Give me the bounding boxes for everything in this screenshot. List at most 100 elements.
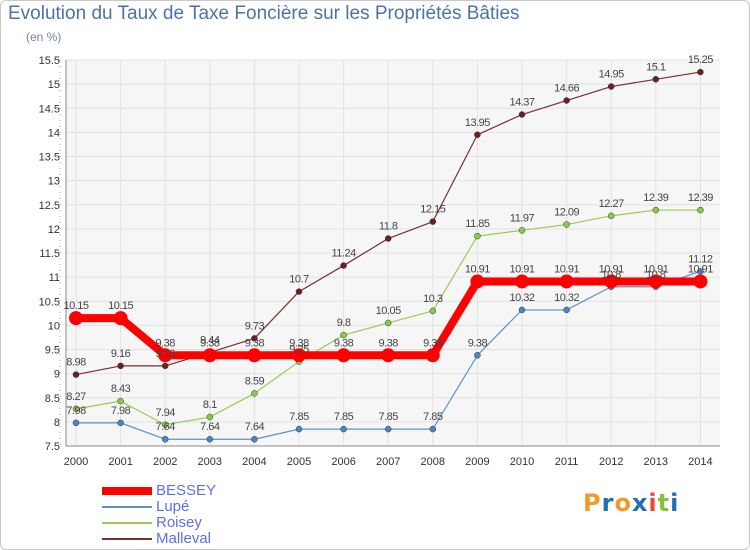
data-label-malleval: 9.16 bbox=[111, 348, 131, 360]
data-point-bessey bbox=[425, 348, 440, 363]
data-label-bessey: 10.15 bbox=[63, 300, 88, 312]
data-label-bessey: 9.38 bbox=[155, 337, 175, 349]
x-tick-label: 2002 bbox=[153, 456, 177, 468]
data-label-bessey: 9.38 bbox=[200, 337, 220, 349]
data-label-bessey: 9.38 bbox=[289, 337, 309, 349]
x-tick-label: 2007 bbox=[376, 456, 400, 468]
data-point-roisey bbox=[429, 307, 437, 315]
chart-subtitle: (en %) bbox=[26, 30, 62, 44]
data-point-roisey bbox=[563, 221, 570, 228]
data-label-malleval: 15.1 bbox=[646, 61, 666, 73]
data-point-bessey bbox=[292, 348, 306, 363]
data-point-roisey bbox=[607, 212, 615, 220]
data-point-bessey bbox=[515, 274, 529, 289]
data-point-malleval bbox=[429, 218, 437, 225]
legend-item-roisey: Roisey bbox=[102, 514, 262, 531]
data-point-bessey bbox=[336, 348, 351, 363]
proxiti-logo: Proxiti bbox=[583, 489, 679, 517]
x-tick-label: 2008 bbox=[421, 456, 445, 468]
data-point-lup bbox=[474, 352, 481, 359]
legend-swatch bbox=[102, 506, 152, 508]
data-point-bessey bbox=[69, 311, 83, 326]
y-tick-label: 12 bbox=[48, 224, 60, 236]
data-label-malleval: 11.8 bbox=[379, 221, 398, 233]
y-tick-label: 15.5 bbox=[39, 55, 60, 67]
y-tick-label: 10 bbox=[48, 320, 60, 332]
data-label-bessey: 10.91 bbox=[465, 263, 490, 275]
data-label-bessey: 9.38 bbox=[423, 337, 443, 349]
data-point-roisey bbox=[518, 227, 526, 234]
y-tick-label: 8.5 bbox=[45, 393, 60, 405]
data-label-roisey: 8.59 bbox=[245, 375, 265, 387]
data-point-roisey bbox=[206, 413, 214, 421]
data-point-malleval bbox=[161, 362, 169, 370]
data-label-roisey: 9.25 bbox=[289, 344, 309, 356]
data-point-roisey bbox=[697, 206, 704, 214]
data-label-roisey: 7.94 bbox=[155, 407, 175, 419]
data-point-lup bbox=[251, 435, 258, 443]
data-label-malleval: 9.73 bbox=[245, 320, 265, 332]
data-label-bessey: 10.15 bbox=[108, 300, 133, 312]
data-point-lup bbox=[206, 435, 214, 443]
legend-swatch bbox=[102, 522, 152, 524]
data-point-lup bbox=[518, 306, 526, 314]
data-point-malleval bbox=[117, 362, 124, 370]
y-tick-label: 13.5 bbox=[39, 152, 60, 164]
legend-label: Malleval bbox=[156, 530, 212, 547]
y-tick-label: 13 bbox=[48, 176, 60, 188]
data-point-malleval bbox=[697, 68, 704, 76]
data-label-roisey: 12.39 bbox=[688, 192, 713, 204]
data-point-roisey bbox=[340, 331, 347, 339]
data-label-malleval: 12.15 bbox=[420, 204, 445, 216]
data-label-lup: 7.85 bbox=[334, 411, 354, 423]
legend-label: Roisey bbox=[156, 514, 202, 531]
data-point-bessey bbox=[693, 274, 708, 289]
data-label-malleval: 9.16 bbox=[155, 348, 175, 360]
legend-label: Lupé bbox=[156, 498, 190, 515]
legend-swatch bbox=[102, 538, 152, 540]
x-tick-label: 2004 bbox=[242, 456, 266, 468]
data-point-bessey bbox=[470, 274, 485, 289]
data-point-lup bbox=[295, 425, 303, 433]
data-label-roisey: 10.05 bbox=[376, 305, 401, 317]
data-point-roisey bbox=[161, 421, 169, 429]
y-tick-label: 14 bbox=[48, 127, 60, 139]
x-tick-label: 2005 bbox=[287, 456, 311, 468]
x-tick-label: 2011 bbox=[555, 456, 579, 468]
data-point-malleval bbox=[295, 288, 303, 295]
y-tick-label: 9.5 bbox=[45, 345, 60, 357]
data-label-lup: 7.85 bbox=[423, 411, 443, 423]
logo-letter: t bbox=[657, 489, 671, 517]
y-tick-label: 7.5 bbox=[45, 441, 60, 453]
legend-item-lup: Lupé bbox=[102, 498, 262, 515]
data-label-lup: 7.64 bbox=[155, 421, 175, 433]
data-point-lup bbox=[697, 268, 704, 275]
logo-letter: i bbox=[670, 489, 680, 517]
data-label-malleval: 10.7 bbox=[289, 274, 309, 286]
data-label-lup: 10.32 bbox=[509, 292, 534, 304]
y-tick-label: 11 bbox=[49, 272, 60, 284]
data-point-malleval bbox=[652, 76, 660, 83]
data-point-bessey bbox=[559, 274, 574, 289]
data-point-bessey bbox=[604, 274, 619, 289]
data-label-bessey: 9.38 bbox=[378, 337, 398, 349]
x-tick-label: 2012 bbox=[599, 456, 623, 468]
chart-legend: BESSEY Lupé Roisey Malleval bbox=[102, 482, 262, 547]
data-point-bessey bbox=[113, 311, 128, 326]
data-label-roisey: 8.43 bbox=[111, 383, 131, 395]
data-point-lup bbox=[384, 425, 392, 433]
y-tick-label: 8 bbox=[54, 417, 60, 429]
data-point-malleval bbox=[340, 262, 347, 269]
data-point-malleval bbox=[474, 131, 481, 139]
data-label-roisey: 8.27 bbox=[66, 391, 86, 403]
data-label-lup: 7.64 bbox=[245, 421, 265, 433]
chart-title: Evolution du Taux de Taxe Foncière sur l… bbox=[8, 3, 520, 24]
x-tick-label: 2014 bbox=[688, 456, 712, 468]
data-label-bessey: 10.91 bbox=[688, 263, 713, 275]
data-point-roisey bbox=[652, 206, 660, 214]
data-point-lup bbox=[563, 306, 570, 314]
data-point-malleval bbox=[72, 371, 80, 378]
data-label-lup: 7.98 bbox=[111, 405, 131, 417]
data-label-bessey: 10.91 bbox=[599, 263, 624, 275]
data-label-bessey: 9.38 bbox=[245, 337, 265, 349]
